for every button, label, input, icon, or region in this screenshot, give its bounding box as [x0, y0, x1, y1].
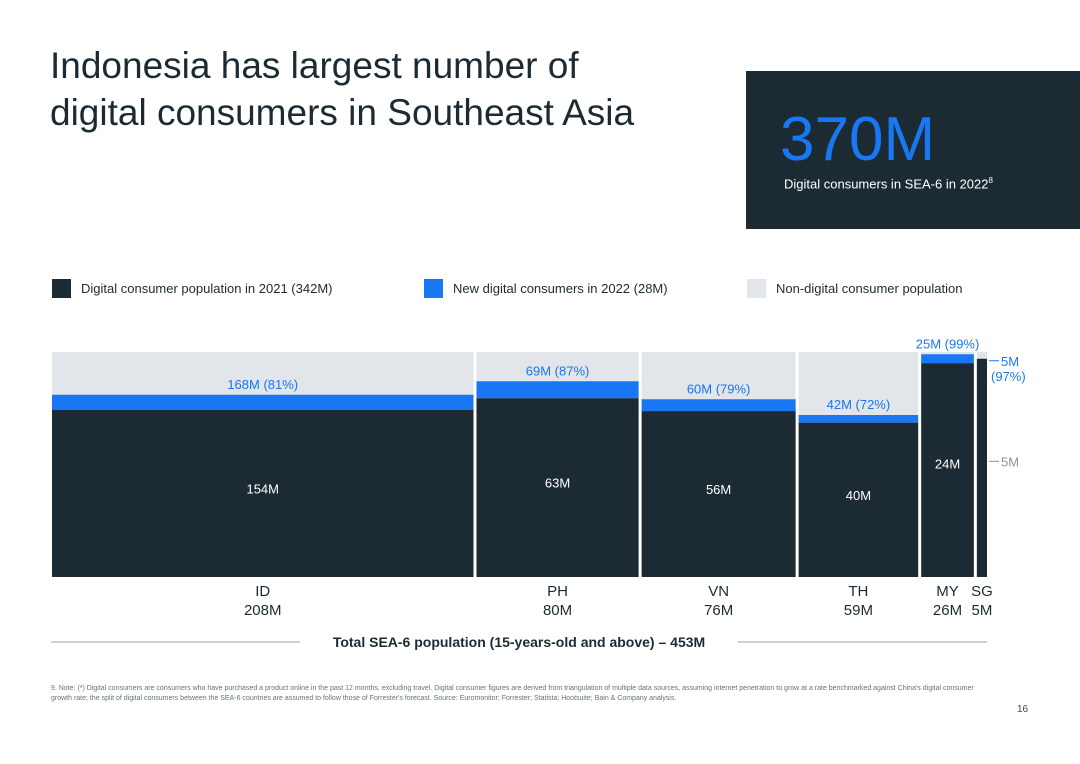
stat-label: Digital consumers in SEA-6 in 20228	[784, 176, 993, 191]
legend-item-digital-2021: Digital consumer population in 2021 (342…	[52, 279, 332, 298]
page-number: 16	[1017, 704, 1029, 715]
total-label-th: 59M	[844, 602, 873, 619]
legend-item-new-2022: New digital consumers in 2022 (28M)	[424, 279, 668, 298]
bar-new-2022-vn	[641, 399, 796, 412]
bar-digital-2021-vn	[641, 411, 796, 577]
legend-swatch-digital-2021	[52, 279, 71, 298]
category-label-my: MY	[936, 583, 959, 600]
value-label-digital-2022-vn: 60M (79%)	[687, 381, 751, 396]
bar-new-2022-id	[52, 394, 474, 410]
bar-digital-2021-sg	[976, 358, 987, 577]
value-label-digital-2021-id: 154M	[246, 481, 279, 496]
value-label-digital-2021-my: 24M	[935, 457, 960, 472]
legend-swatch-new-2022	[424, 279, 443, 298]
total-population-label: Total SEA-6 population (15-years-old and…	[333, 634, 705, 650]
category-label-ph: PH	[547, 583, 568, 600]
legend-label-new-2022: New digital consumers in 2022 (28M)	[453, 281, 668, 296]
category-label-sg: SG	[971, 583, 993, 600]
stat-callout: 370M Digital consumers in SEA-6 in 20228	[746, 71, 1080, 229]
footnote: 9. Note: (*) Digital consumers are consu…	[51, 685, 974, 702]
value-label-digital-2021-th: 40M	[846, 488, 871, 503]
legend-label-digital-2021: Digital consumer population in 2021 (342…	[81, 281, 333, 296]
category-label-th: TH	[848, 583, 868, 600]
total-label-sg: 5M	[972, 602, 993, 619]
bar-digital-2021-id	[52, 409, 474, 577]
value-label-digital-2022-id: 168M (81%)	[227, 377, 298, 392]
category-label-id: ID	[255, 583, 270, 600]
stat-value: 370M	[780, 105, 936, 174]
bar-new-2022-th	[798, 415, 919, 423]
value-label-digital-2021-vn: 56M	[706, 482, 731, 497]
category-label-vn: VN	[708, 583, 729, 600]
legend-item-non-digital: Non-digital consumer population	[747, 279, 962, 298]
legend-label-non-digital: Non-digital consumer population	[776, 281, 963, 296]
bar-new-2022-my	[921, 354, 974, 364]
value-label-digital-2021-ph: 63M	[545, 475, 570, 490]
value-label-digital-2022-ph: 69M (87%)	[526, 363, 590, 378]
bar-digital-2021-ph	[476, 398, 639, 577]
value-label-digital-2022-my: 25M (99%)	[916, 336, 980, 351]
total-label-ph: 80M	[543, 602, 572, 619]
value-label-digital-2022-th: 42M (72%)	[827, 397, 891, 412]
bar-digital-2021-th	[798, 422, 919, 577]
legend-swatch-non-digital	[747, 279, 766, 298]
bar-new-2022-ph	[476, 381, 639, 399]
value-label-digital-2022-sg: 5M (97%)	[991, 354, 1026, 384]
total-label-id: 208M	[244, 602, 282, 619]
page-title: Indonesia has largest number of digital …	[50, 45, 635, 133]
stat-label-ref: 8	[988, 176, 993, 185]
bar-digital-2021-my	[921, 363, 974, 577]
stat-label-text: Digital consumers in SEA-6 in 2022	[784, 176, 989, 192]
total-label-vn: 76M	[704, 602, 733, 619]
value-label-digital-2021-sg: 5M	[1001, 454, 1019, 469]
total-label-my: 26M	[933, 602, 962, 619]
